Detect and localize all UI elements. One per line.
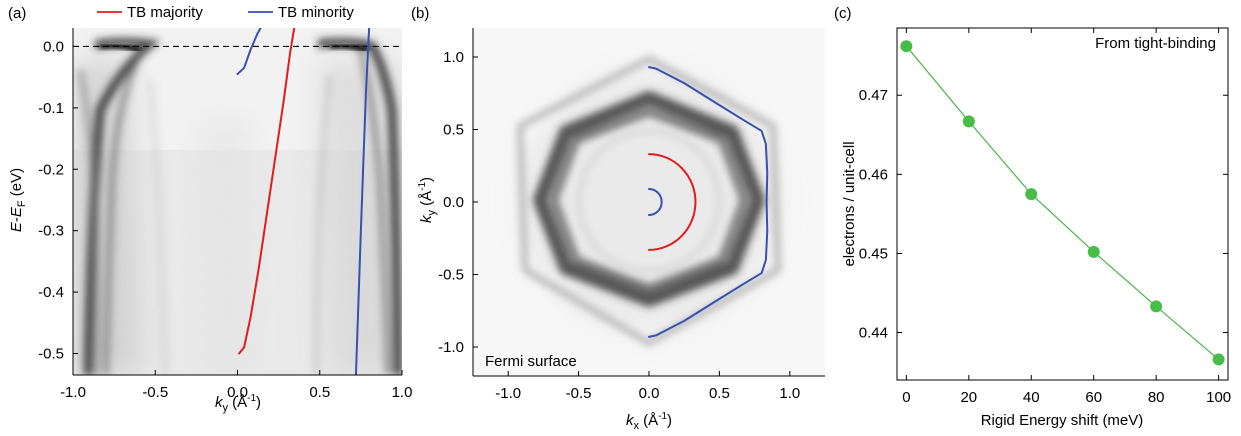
electron-count-point bbox=[1025, 188, 1038, 201]
panel-c-y-label: electrons / unit-cell bbox=[841, 141, 858, 266]
b-y-tick-label: -0.5 bbox=[438, 267, 464, 284]
b-x-tick-label: 1.0 bbox=[779, 385, 800, 402]
b-x-tick-label: -1.0 bbox=[495, 385, 521, 402]
panel-c-frame bbox=[896, 27, 1229, 381]
a-y-tick-label: -0.3 bbox=[38, 223, 64, 240]
panel-b-y-ticks: 1.0 0.5 0.0 -0.5 -1.0 bbox=[438, 49, 478, 356]
panel-c: (c) 0 20 40 60 80 100 0.44 0.45 0.46 0.47 From t… bbox=[834, 5, 1231, 429]
panel-a-letter: (a) bbox=[8, 5, 26, 22]
electron-count-point bbox=[900, 40, 913, 53]
electron-count-point bbox=[1212, 353, 1225, 366]
panel-c-y-ticks: 0.44 0.45 0.46 0.47 bbox=[859, 87, 1228, 342]
c-y-tick-label: 0.46 bbox=[859, 166, 888, 183]
electron-count-line bbox=[905, 45, 1220, 360]
electron-count-point bbox=[1087, 245, 1100, 258]
a-y-tick-label: -0.4 bbox=[38, 284, 64, 301]
a-x-tick-label: 0.0 bbox=[227, 384, 248, 401]
band-line-minority-1 bbox=[354, 28, 371, 375]
contour-majority-0 bbox=[648, 153, 697, 251]
panel-c-x-label: Rigid Energy shift (meV) bbox=[981, 412, 1144, 429]
panel-a-arpes-image bbox=[73, 28, 402, 375]
panel-c-letter: (c) bbox=[834, 5, 852, 22]
panel-c-x-ticks: 0 20 40 60 80 100 bbox=[902, 28, 1231, 406]
panel-a-x-ticks: -1.0 -0.5 0.0 0.5 1.0 bbox=[60, 370, 412, 401]
panel-b-y-label: ky (Å-1) bbox=[417, 177, 438, 223]
a-y-tick-label: -0.2 bbox=[38, 161, 64, 178]
b-x-tick-label: 0.0 bbox=[639, 385, 660, 402]
a-y-tick-label: -0.5 bbox=[38, 346, 64, 363]
a-x-tick-label: 1.0 bbox=[392, 384, 413, 401]
b-y-tick-label: 1.0 bbox=[443, 49, 464, 66]
b-y-tick-label: 0.5 bbox=[443, 122, 464, 139]
b-x-tick-label: 0.5 bbox=[709, 385, 730, 402]
electron-count-point bbox=[1150, 300, 1163, 313]
c-x-tick-label: 0 bbox=[902, 389, 910, 406]
c-y-tick-label: 0.45 bbox=[859, 245, 888, 262]
panel-c-annotation: From tight-binding bbox=[1095, 35, 1216, 52]
panel-c-series bbox=[900, 40, 1225, 366]
legend-label-minority: TB minority bbox=[278, 4, 354, 21]
c-x-tick-label: 60 bbox=[1085, 389, 1102, 406]
b-y-tick-label: 0.0 bbox=[443, 194, 464, 211]
contour-minority-2 bbox=[648, 66, 769, 338]
panel-b-x-label: kx (Å-1) bbox=[626, 411, 672, 432]
b-y-tick-label: -1.0 bbox=[438, 339, 464, 356]
panel-b-letter: (b) bbox=[411, 5, 429, 22]
panel-b-series bbox=[648, 66, 769, 338]
c-x-tick-label: 100 bbox=[1206, 389, 1231, 406]
panel-b: (b) -1.0 -0.5 0.0 0.5 1.0 1.00.50.0-0.5-1.0 … bbox=[411, 5, 825, 432]
panel-a: (a) bbox=[8, 4, 412, 414]
legend-label-majority: TB majority bbox=[127, 4, 203, 21]
a-x-tick-label: 0.5 bbox=[309, 384, 330, 401]
a-x-tick-label: -0.5 bbox=[142, 384, 168, 401]
c-y-tick-label: 0.44 bbox=[859, 325, 888, 342]
panel-a-y-ticks: 0.0 -0.1 -0.2 -0.3 -0.4 -0.5 bbox=[38, 38, 78, 363]
contour-minority-1 bbox=[648, 187, 663, 217]
a-y-tick-label: 0.0 bbox=[43, 38, 64, 55]
c-y-tick-label: 0.47 bbox=[859, 87, 888, 104]
c-x-tick-label: 20 bbox=[960, 389, 977, 406]
electron-count-point bbox=[962, 115, 975, 128]
panel-a-series bbox=[236, 28, 371, 375]
panel-b-fermi-surface-image bbox=[473, 28, 825, 376]
band-line-minority-2 bbox=[236, 28, 262, 76]
b-x-tick-label: -0.5 bbox=[566, 385, 592, 402]
a-x-tick-label: -1.0 bbox=[60, 384, 86, 401]
panel-a-y-label: E-EF (eV) bbox=[8, 168, 28, 232]
panel-a-legend: TB majority TB minority bbox=[97, 4, 354, 21]
band-line-majority-0 bbox=[238, 28, 296, 355]
panel-b-x-ticks: -1.0 -0.5 0.0 0.5 1.0 bbox=[495, 371, 800, 402]
c-x-tick-label: 40 bbox=[1023, 389, 1040, 406]
c-x-tick-label: 80 bbox=[1148, 389, 1165, 406]
panel-b-annotation: Fermi surface bbox=[485, 353, 577, 370]
panel-a-x-label: ky (Å-1) bbox=[215, 393, 261, 414]
a-y-tick-label: -0.1 bbox=[38, 100, 64, 117]
